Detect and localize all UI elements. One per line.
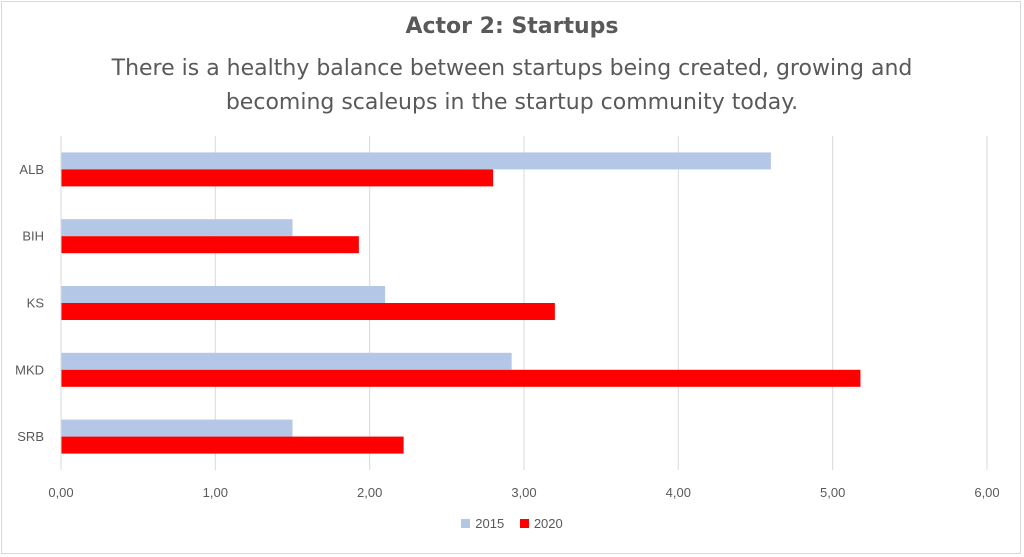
x-tick-label: 4,00: [666, 485, 691, 500]
bar-alb-2015: [61, 152, 771, 170]
y-category-label: BIH: [22, 229, 44, 244]
y-category-label: MKD: [15, 362, 44, 377]
x-tick-label: 5,00: [820, 485, 845, 500]
x-tick-label: 3,00: [511, 485, 536, 500]
chart-subtitle: There is a healthy balance between start…: [111, 56, 913, 115]
bar-srb-2015: [61, 419, 293, 437]
legend-label-2020: 2020: [533, 516, 563, 531]
legend-item-2020: 2020: [519, 516, 563, 531]
bar-bih-2015: [61, 219, 293, 237]
chart-legend: 2015 2020: [0, 516, 1024, 531]
y-category-label: SRB: [17, 429, 44, 444]
bar-ks-2020: [61, 303, 555, 320]
x-tick-label: 1,00: [203, 485, 228, 500]
bar-mkd-2015: [61, 352, 512, 370]
bar-ks-2015: [61, 286, 386, 303]
x-tick-label: 0,00: [48, 485, 73, 500]
bar-srb-2020: [61, 436, 404, 454]
y-category-label: KS: [27, 296, 45, 311]
y-category-label: ALB: [19, 162, 44, 177]
legend-swatch-2015: [461, 519, 471, 529]
chart-title: Actor 2: Startups: [405, 14, 619, 39]
bar-mkd-2020: [61, 369, 861, 387]
legend-label-2015: 2015: [475, 516, 505, 531]
bar-bih-2020: [61, 236, 359, 254]
x-tick-label: 6,00: [974, 485, 999, 500]
bar-alb-2020: [61, 169, 494, 187]
legend-swatch-2020: [519, 519, 529, 529]
x-tick-label: 2,00: [357, 485, 382, 500]
legend-item-2015: 2015: [461, 516, 504, 531]
